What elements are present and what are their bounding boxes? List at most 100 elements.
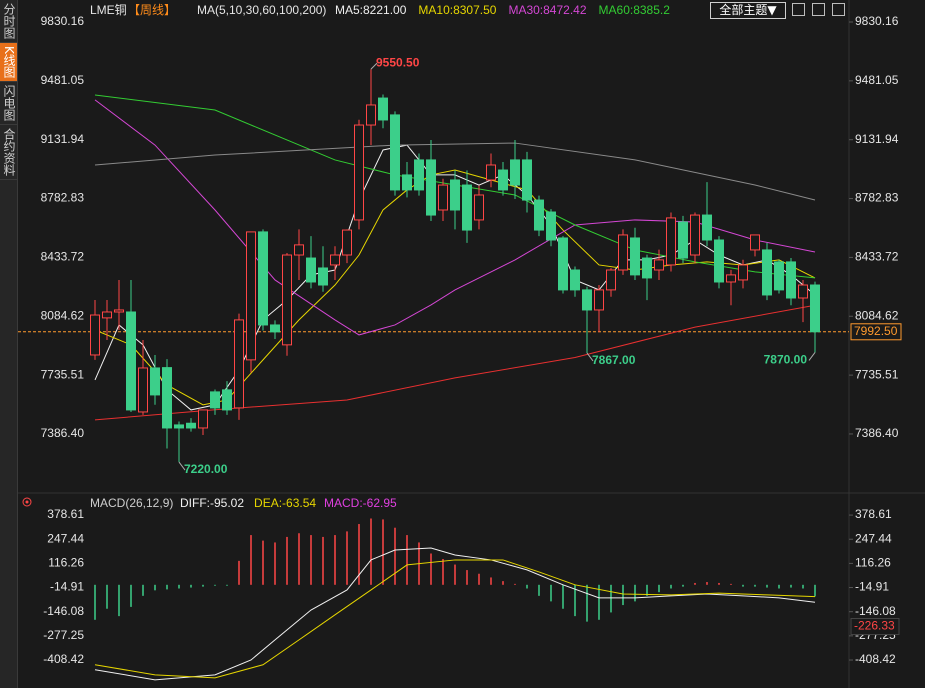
candle-body <box>138 367 148 413</box>
candle-body <box>162 367 172 429</box>
candle-body <box>774 261 784 291</box>
legend-entry: DEA:-63.54 <box>254 496 316 510</box>
candle-body <box>606 269 616 291</box>
current-price-box <box>850 323 902 341</box>
candle-body <box>126 311 136 411</box>
tab[interactable]: 合约资料 <box>0 125 17 180</box>
y-tick-label-right: 9481.05 <box>855 73 899 87</box>
candle-body <box>618 234 628 271</box>
candle-body <box>270 324 280 333</box>
y-tick-label-right: 9830.16 <box>855 14 899 28</box>
legend-entry: MA10:8307.50 <box>418 3 496 17</box>
icon-button[interactable] <box>832 3 845 16</box>
icon-button[interactable] <box>792 3 805 16</box>
y-tick-label: 116.26 <box>48 556 84 570</box>
ma-line <box>94 94 816 279</box>
y-tick-label: -146.08 <box>43 604 84 618</box>
current-price-label: 7992.50 <box>854 324 898 338</box>
candle-body <box>486 164 496 181</box>
tab[interactable]: 闪电图 <box>0 82 17 125</box>
y-tick-label-right: 7735.51 <box>855 367 899 381</box>
candle-body <box>414 159 424 191</box>
extreme-label: 7867.00 <box>592 353 636 367</box>
candle-body <box>786 261 796 299</box>
candle-body <box>810 284 820 333</box>
tab[interactable]: 分时图 <box>0 0 17 43</box>
theme-button[interactable]: 全部主题▼ <box>710 2 786 19</box>
candle-body <box>798 284 808 299</box>
candle-body <box>582 289 592 311</box>
candle-body <box>726 274 736 283</box>
candle-body <box>330 254 340 266</box>
y-tick-label-right: -146.08 <box>855 604 896 618</box>
candle-body <box>102 311 112 319</box>
candle-body <box>642 257 652 279</box>
candle-body <box>306 257 316 283</box>
annotation-leader <box>808 352 816 361</box>
candle-body <box>186 422 196 429</box>
candle-body <box>450 179 460 211</box>
y-tick-label-right: 8433.72 <box>855 250 899 264</box>
ma-line <box>94 304 816 421</box>
candle-body <box>522 159 532 201</box>
annotation-leader <box>586 352 594 362</box>
candle-body <box>174 424 184 429</box>
y-tick-label-right: -14.91 <box>855 580 889 594</box>
panel-icon[interactable] <box>22 497 32 507</box>
annotation-leader <box>178 461 186 471</box>
y-tick-label: 8084.62 <box>41 308 85 322</box>
candle-body <box>210 391 220 409</box>
legend-entry: MA5:8221.00 <box>335 3 407 17</box>
candle-body <box>390 114 400 191</box>
candle-body <box>750 234 760 251</box>
candle-body <box>738 264 748 281</box>
tab[interactable]: K线图 <box>0 43 17 82</box>
candle-body <box>534 199 544 231</box>
candle-body <box>762 249 772 296</box>
y-tick-label-right: 378.61 <box>855 507 892 521</box>
candle-body <box>246 231 256 361</box>
legend-entry: MA60:8385.2 <box>599 3 671 17</box>
macd-title: MACD(26,12,9) <box>90 496 173 510</box>
icon-button[interactable] <box>812 3 825 16</box>
extreme-label: 7870.00 <box>764 353 808 367</box>
extreme-label: 7220.00 <box>184 462 228 476</box>
candle-body <box>366 104 376 126</box>
candle-body <box>234 319 244 409</box>
legend-entry: MA30:8472.42 <box>508 3 586 17</box>
candle-body <box>354 124 364 221</box>
sidebar: 分时图 K线图 闪电图 合约资料 <box>0 0 18 688</box>
candle-body <box>666 217 676 266</box>
legend-entry: DIFF:-95.02 <box>180 496 244 510</box>
y-tick-label: 9830.16 <box>41 14 85 28</box>
y-tick-label: 8782.83 <box>41 191 85 205</box>
candle-body <box>222 389 232 411</box>
candle-body <box>462 184 472 231</box>
y-tick-label: -408.42 <box>43 652 84 666</box>
candle-body <box>654 259 664 271</box>
candle-body <box>90 314 100 356</box>
marker-label: -226.33 <box>854 619 895 633</box>
candle-body <box>114 309 124 313</box>
y-tick-label-right: 8084.62 <box>855 308 899 322</box>
chart-title: LME铜 <box>90 2 127 17</box>
candle-body <box>258 231 268 326</box>
candle-body <box>318 267 328 286</box>
candle-body <box>342 229 352 256</box>
candle-body <box>498 169 508 191</box>
candle-body <box>594 289 604 311</box>
candle-body <box>402 174 412 191</box>
y-tick-label-right: 116.26 <box>855 556 891 570</box>
candle-body <box>198 409 208 429</box>
extreme-label: 9550.50 <box>376 55 420 69</box>
candle-body <box>378 97 388 121</box>
legend-title: MA(5,10,30,60,100,200) <box>197 3 326 17</box>
candle-body <box>678 221 688 259</box>
candle-body <box>438 184 448 211</box>
candle-body <box>294 244 304 256</box>
candle-body <box>474 194 484 221</box>
candle-body <box>690 214 700 256</box>
y-tick-label-right: 9131.94 <box>855 132 899 146</box>
candle-body <box>426 159 436 216</box>
